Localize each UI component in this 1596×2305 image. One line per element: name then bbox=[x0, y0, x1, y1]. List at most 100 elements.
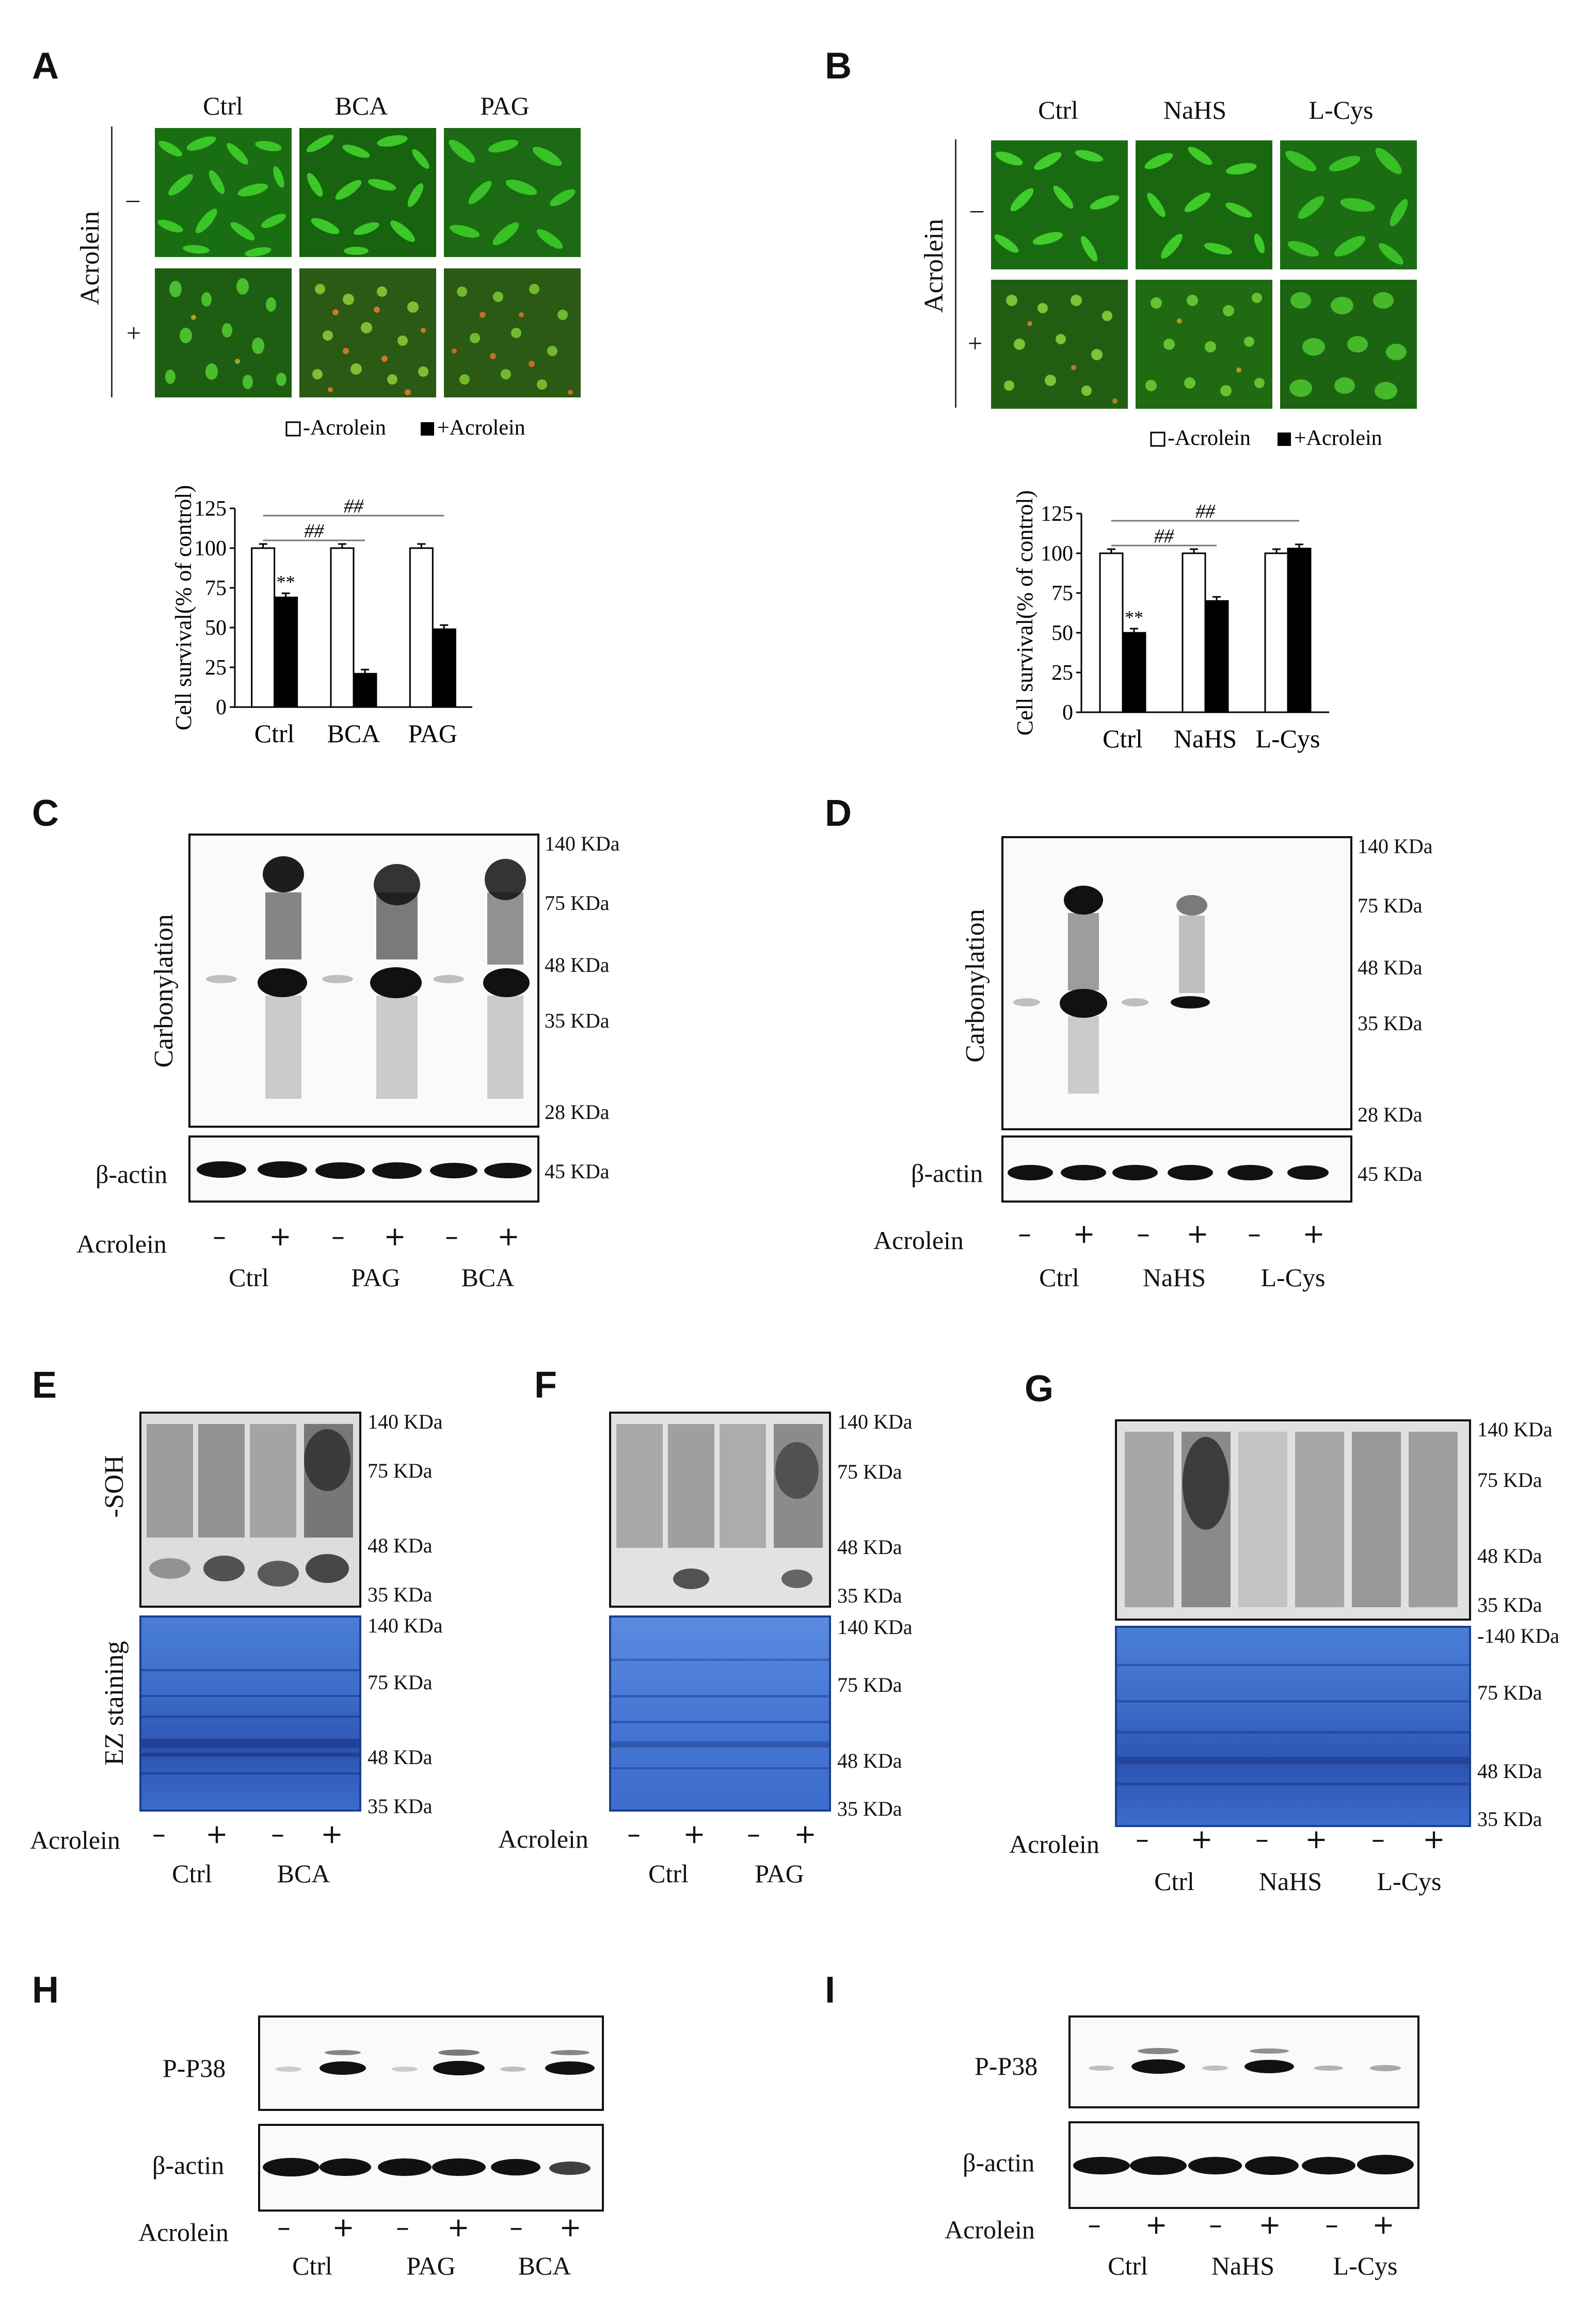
bar-neg-Ctrl bbox=[251, 547, 276, 708]
plus-label: + bbox=[126, 318, 141, 347]
plus-sign: + bbox=[321, 1819, 343, 1850]
minus-label: – bbox=[126, 184, 139, 213]
acrolein-row-label: Acrolein bbox=[498, 1824, 588, 1853]
blot-band-svg bbox=[616, 1424, 823, 1589]
divider-line bbox=[955, 139, 956, 408]
y-tick-label: 0 bbox=[216, 696, 227, 719]
minus-sign: – bbox=[747, 1819, 760, 1850]
ez-stain-g bbox=[1115, 1626, 1471, 1827]
plus-sign: + bbox=[1258, 2210, 1281, 2240]
significance-hash: ## bbox=[304, 520, 324, 542]
panel-a-col-label: Ctrl bbox=[203, 91, 243, 120]
plus-sign: + bbox=[1190, 1824, 1213, 1855]
carbonylation-label: Carbonylation bbox=[961, 909, 990, 1063]
micrograph-svg bbox=[1136, 140, 1272, 269]
y-tick-label: 75 bbox=[205, 577, 227, 600]
y-tick-label: 25 bbox=[205, 656, 227, 680]
x-tick-label: BCA bbox=[327, 719, 380, 748]
panel-b-col-label: NaHS bbox=[1163, 95, 1227, 124]
stain-band-svg bbox=[1117, 1664, 1469, 1785]
panel-label-i: I bbox=[825, 1970, 836, 2011]
significance-hash: ## bbox=[1154, 525, 1174, 547]
micrograph-ctrl-minus bbox=[991, 140, 1128, 269]
marker-e: 75 KDa bbox=[368, 1459, 433, 1482]
blot-carbonylation-c bbox=[188, 834, 539, 1128]
minus-sign: – bbox=[152, 1819, 166, 1850]
stain-band-svg bbox=[611, 1659, 829, 1769]
minus-sign: – bbox=[445, 1221, 458, 1252]
acrolein-row-label: Acrolein bbox=[1009, 1830, 1099, 1859]
micrograph-lcys-minus bbox=[1280, 140, 1417, 269]
marker-e: 35 KDa bbox=[368, 1795, 433, 1818]
micrograph-svg bbox=[444, 268, 581, 397]
legend-label-neg: -Acrolein bbox=[1168, 426, 1251, 450]
group-label: Ctrl bbox=[648, 1859, 689, 1888]
micrograph-svg bbox=[991, 280, 1128, 409]
bar-pos-Ctrl bbox=[1122, 632, 1146, 713]
marker-d: 28 KDa bbox=[1358, 1103, 1423, 1126]
micrograph-ctrl-minus bbox=[155, 128, 292, 257]
bactin-label: β-actin bbox=[911, 1159, 983, 1188]
minus-sign: – bbox=[331, 1221, 345, 1252]
marker-d: 140 KDa bbox=[1358, 835, 1433, 858]
bactin-label: β-actin bbox=[963, 2148, 1035, 2177]
micrograph-bca-minus bbox=[299, 128, 436, 257]
blot-bactin-d bbox=[1001, 1135, 1352, 1203]
group-label: PAG bbox=[351, 1263, 401, 1292]
blot-band-svg bbox=[147, 1424, 353, 1587]
marker-g: 35 KDa bbox=[1477, 1807, 1542, 1831]
micrograph-svg bbox=[1280, 280, 1417, 409]
legend-swatch-pos bbox=[1278, 433, 1291, 446]
minus-sign: – bbox=[213, 1221, 226, 1252]
pp38-label: P-P38 bbox=[163, 2054, 226, 2083]
plus-label: + bbox=[968, 329, 983, 358]
y-axis-label: Cell survival(% of control) bbox=[171, 485, 196, 730]
plus-sign: + bbox=[497, 1221, 520, 1252]
panel-label-c: C bbox=[32, 793, 59, 834]
bar-pos-L-Cys bbox=[1287, 548, 1312, 713]
y-tick-label: 100 bbox=[1041, 542, 1073, 566]
bar-neg-L-Cys bbox=[1264, 552, 1289, 713]
plus-sign: + bbox=[1302, 1219, 1325, 1250]
marker-g: 75 KDa bbox=[1477, 1681, 1542, 1704]
blot-pp38-h bbox=[258, 2015, 604, 2111]
panel-b-col-label: L-Cys bbox=[1308, 95, 1374, 124]
marker-g: 140 KDa bbox=[1477, 1418, 1553, 1441]
y-tick-label: 25 bbox=[1051, 661, 1073, 685]
panel-label-d: D bbox=[825, 793, 852, 834]
marker-f: 140 KDa bbox=[837, 1615, 913, 1639]
significance-hash: ## bbox=[344, 495, 364, 517]
micrograph-ctrl-plus bbox=[155, 268, 292, 397]
minus-label: – bbox=[970, 195, 983, 223]
bar-pos-NaHS bbox=[1204, 600, 1229, 713]
marker-actin: 45 KDa bbox=[1358, 1162, 1423, 1186]
plus-sign: + bbox=[447, 2212, 470, 2243]
acrolein-row-label: Acrolein bbox=[945, 2215, 1035, 2244]
group-label: BCA bbox=[461, 1263, 515, 1292]
plus-sign: + bbox=[559, 2212, 582, 2243]
blot-carbonylation-d bbox=[1001, 836, 1352, 1130]
bar-neg-BCA bbox=[330, 547, 355, 708]
blot-band-svg bbox=[1013, 886, 1210, 1094]
minus-sign: – bbox=[1136, 1824, 1149, 1855]
panel-label-a: A bbox=[32, 45, 59, 87]
ez-stain-e bbox=[139, 1615, 361, 1812]
legend-label-neg: -Acrolein bbox=[303, 416, 386, 440]
panel-label-e: E bbox=[32, 1365, 57, 1406]
acrolein-row-label: Acrolein bbox=[76, 1229, 167, 1258]
soh-label: -SOH bbox=[100, 1455, 129, 1518]
x-tick-label: PAG bbox=[408, 719, 457, 748]
acrolein-row-label: Acrolein bbox=[138, 2218, 229, 2247]
plus-sign: + bbox=[1145, 2210, 1168, 2240]
significance-hash: ## bbox=[1195, 501, 1216, 522]
plus-sign: + bbox=[332, 2212, 355, 2243]
acrolein-row-label: Acrolein bbox=[30, 1826, 120, 1854]
minus-sign: – bbox=[1325, 2210, 1338, 2240]
bar-neg-PAG bbox=[409, 547, 434, 708]
minus-sign: – bbox=[1255, 1824, 1269, 1855]
stain-band-svg bbox=[141, 1669, 359, 1774]
group-label: NaHS bbox=[1258, 1867, 1322, 1896]
blot-band-svg bbox=[1089, 2048, 1401, 2074]
marker-d: 75 KDa bbox=[1358, 894, 1423, 917]
